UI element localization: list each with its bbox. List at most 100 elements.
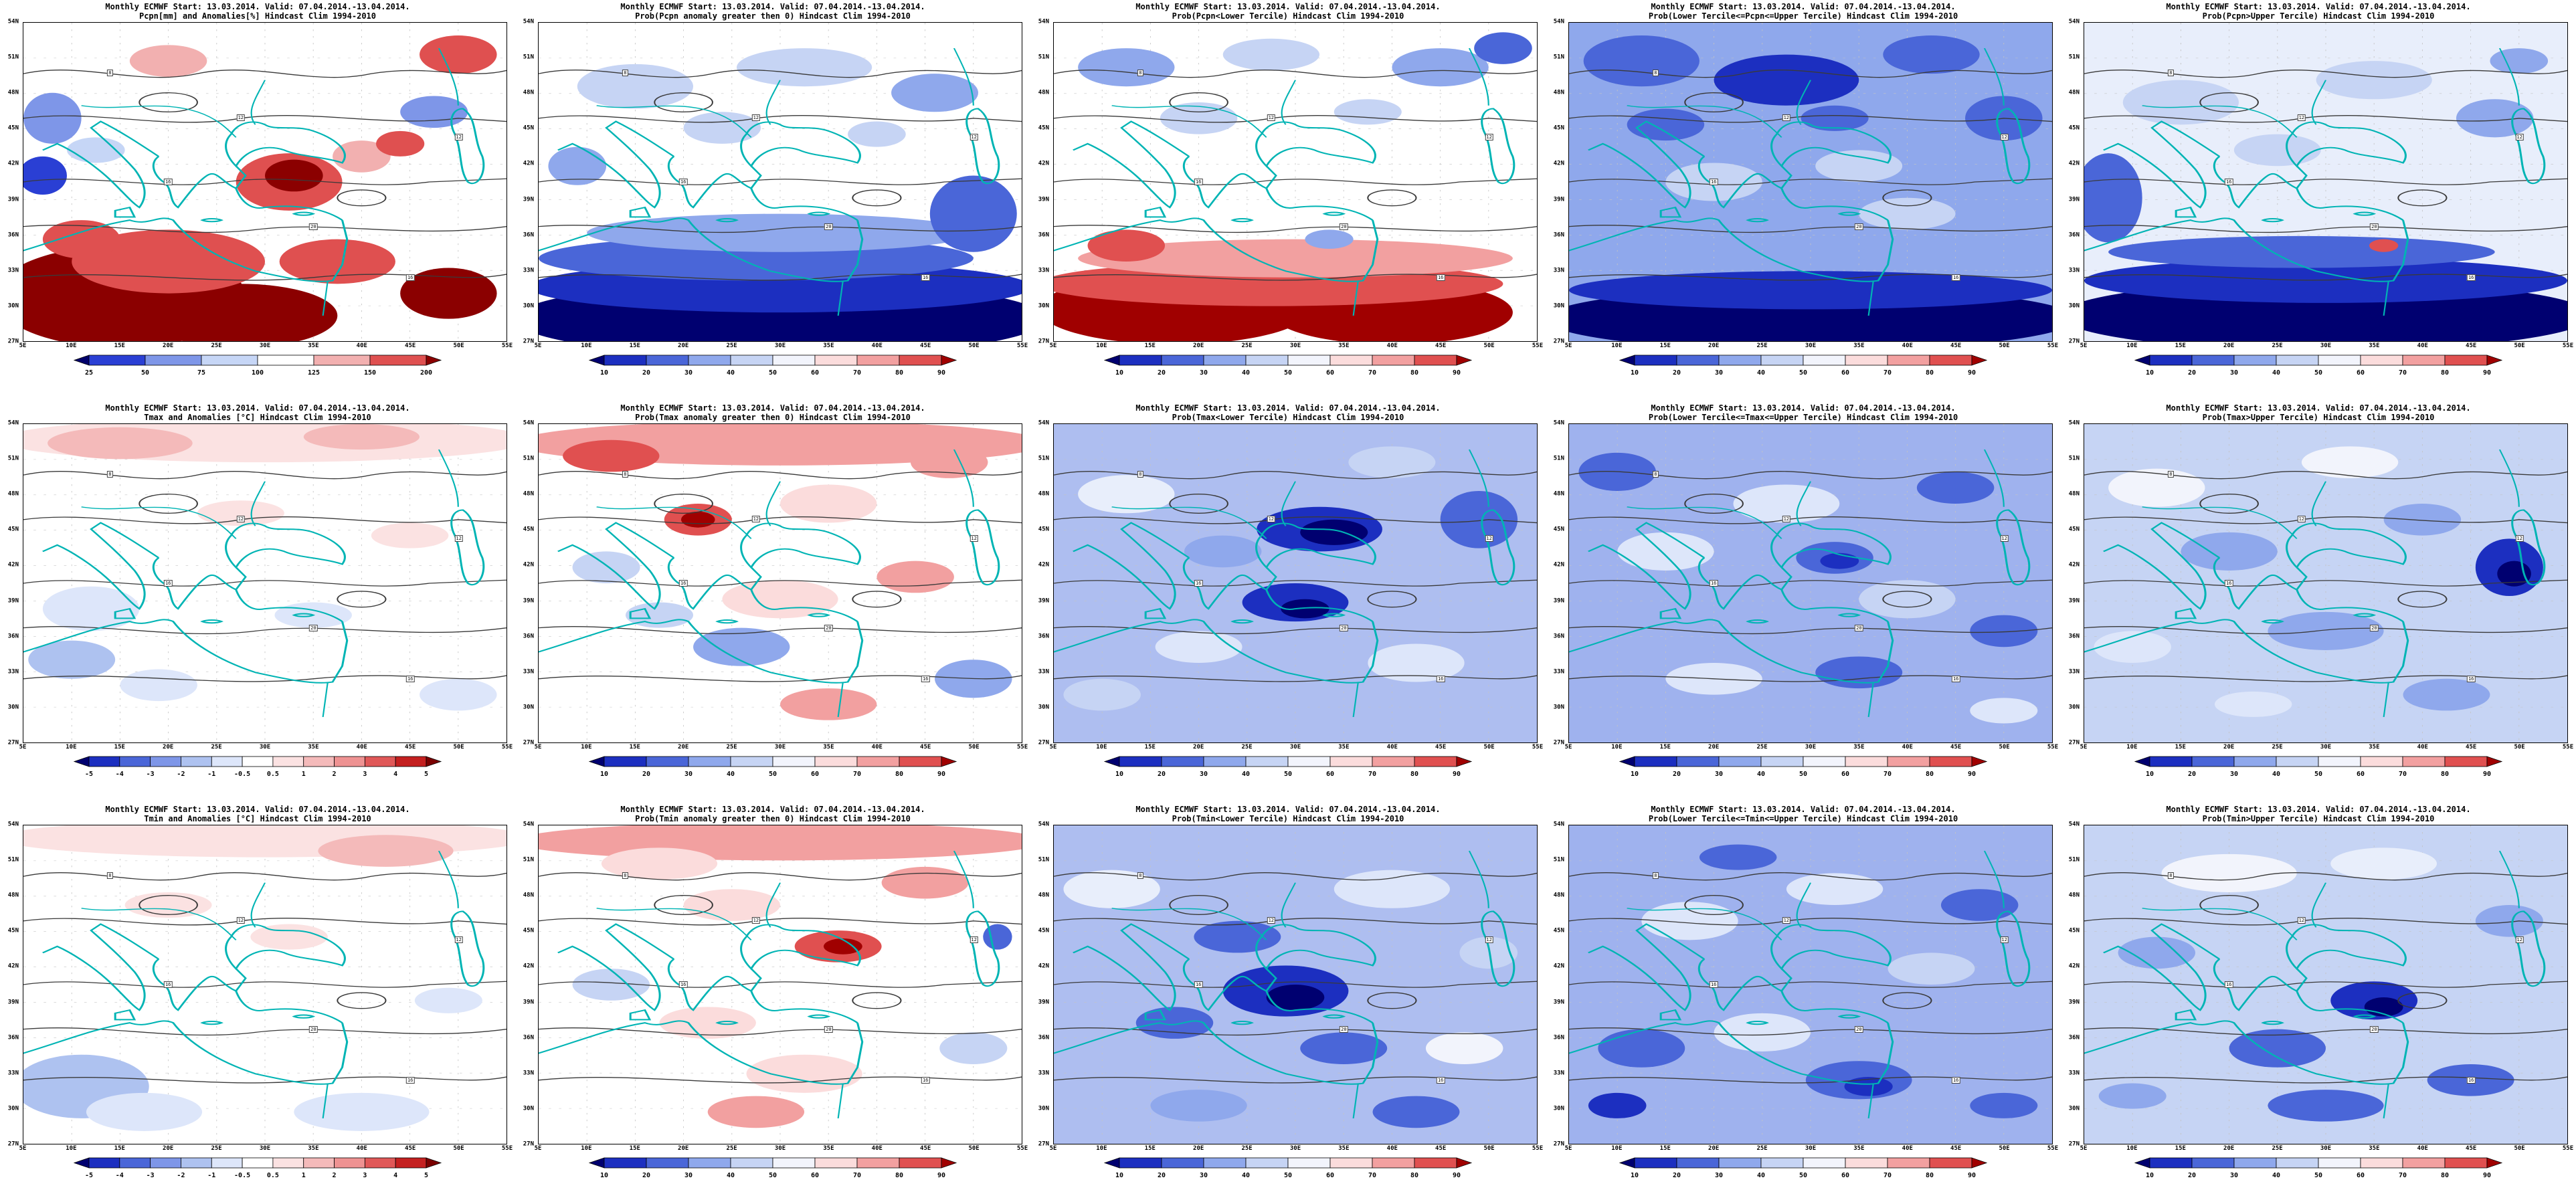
map-area: 54N 51N 48N 45N 42N 39N 36N 33N 30N 27N 8 12 16 20 16… <box>1554 420 2058 750</box>
colorbar-segment <box>1887 355 1930 366</box>
colorbar-svg: 10 20 30 40 50 60 70 80 90 <box>588 756 957 778</box>
lon-tick-label: 35E <box>308 342 319 349</box>
colorbar-segment <box>1161 756 1204 767</box>
colorbar-segment <box>730 355 773 366</box>
anomaly-blob <box>1474 32 1532 64</box>
colorbar-tick-label: 40 <box>727 771 735 778</box>
lat-tick-label: 33N <box>2068 668 2080 676</box>
coastline-path <box>1144 206 1167 218</box>
contour-path <box>654 895 713 915</box>
anomaly-blob <box>1859 197 1956 230</box>
colorbar-tick-label: 50 <box>1284 369 1292 377</box>
colorbar-tick-label: 60 <box>1326 369 1334 377</box>
contour-path <box>1569 274 2052 281</box>
coastline-path <box>114 206 136 218</box>
colorbar-tick-label: 70 <box>1883 771 1892 778</box>
lat-tick-label: 45N <box>7 526 19 533</box>
lon-tick-label: 30E <box>1805 342 1817 349</box>
lat-tick-label: 30N <box>523 302 534 310</box>
lon-tick-label: 5E <box>19 744 27 750</box>
colorbar-tick-label: 90 <box>2483 1172 2491 1179</box>
anomaly-blob <box>420 678 497 711</box>
lon-tick-label: 15E <box>629 744 640 750</box>
coastline-path <box>1746 1020 1769 1025</box>
colorbar-arrow-left <box>1103 355 1120 366</box>
lon-tick-label: 30E <box>1805 1145 1817 1152</box>
map-canvas <box>1568 825 2053 1144</box>
lat-tick-label: 51N <box>1553 856 1564 864</box>
map-canvas <box>2084 423 2568 743</box>
anomaly-blob <box>1714 1013 1811 1051</box>
latitude-axis: 54N 51N 48N 45N 42N 39N 36N 33N 30N 27N <box>1030 420 1052 746</box>
coastline-path <box>235 968 343 1023</box>
lat-tick-label: 27N <box>2068 338 2080 345</box>
anomaly-blob <box>2427 1064 2514 1096</box>
lon-tick-label: 55E <box>2047 1145 2059 1152</box>
contour-path <box>852 591 902 608</box>
coastline-path <box>1073 923 1190 1011</box>
lat-tick-label: 48N <box>7 89 19 96</box>
colorbar-svg: 10 20 30 40 50 60 70 80 90 <box>1103 355 1473 377</box>
colorbar-segment <box>1845 355 1888 366</box>
colorbar-segment <box>1245 1157 1289 1169</box>
contour-path <box>23 626 507 635</box>
colorbar-segment <box>1803 756 1846 767</box>
river-path <box>2142 506 2298 539</box>
contour-path <box>539 1076 1022 1084</box>
lon-tick-label: 35E <box>2369 1145 2380 1152</box>
anomaly-blob <box>2214 691 2292 717</box>
anomaly-blob <box>1078 48 1175 87</box>
coastline-path <box>42 923 160 1011</box>
map-area: 54N 51N 48N 45N 42N 39N 36N 33N 30N 27N 8 12 16 20 16… <box>523 19 1028 349</box>
colorbar-svg: 10 20 30 40 50 60 70 80 90 <box>2134 355 2503 377</box>
panel-subtitle: Prob(Tmax>Upper Tercile) Hindcast Clim 1… <box>2202 413 2435 422</box>
anomaly-blob <box>1583 35 1699 87</box>
anomaly-blob <box>877 561 954 593</box>
lon-tick-label: 25E <box>726 342 737 349</box>
latitude-axis: 54N 51N 48N 45N 42N 39N 36N 33N 30N 27N <box>1030 821 1052 1147</box>
lon-tick-label: 15E <box>2175 744 2186 750</box>
lon-tick-label: 35E <box>823 744 834 750</box>
lon-tick-label: 5E <box>1049 1145 1057 1152</box>
colorbar-segment <box>150 756 181 767</box>
anomaly-blob <box>1300 1032 1388 1064</box>
colorbar: 10 20 30 40 50 60 70 80 90 <box>2131 754 2506 781</box>
coastline-path <box>450 910 485 987</box>
colorbar-tick-label: 70 <box>853 369 861 377</box>
lon-tick-label: 5E <box>1049 342 1057 349</box>
lon-tick-label: 40E <box>1902 342 1913 349</box>
colorbar-segment <box>1718 1157 1762 1169</box>
colorbar-tick-label: 40 <box>1757 1172 1765 1179</box>
colorbar-tick-label: 4 <box>393 771 397 778</box>
lat-tick-label: 30N <box>2068 302 2080 310</box>
contour-path <box>539 626 1022 635</box>
river-path <box>1281 80 1297 125</box>
lat-tick-label: 54N <box>7 821 19 828</box>
lon-tick-label: 50E <box>1999 1145 2010 1152</box>
colorbar-tick-label: 40 <box>1242 369 1250 377</box>
anomaly-blob <box>780 484 877 523</box>
colorbar-tick-label: 30 <box>1200 369 1208 377</box>
coastline-path <box>1837 613 1861 617</box>
lon-tick-label: 30E <box>259 1145 271 1152</box>
colorbar-arrow-left <box>588 355 605 366</box>
map-svg <box>2084 23 2567 341</box>
anomaly-blob <box>683 112 761 144</box>
river-path <box>1796 80 1812 125</box>
lon-tick-label: 45E <box>405 342 416 349</box>
colorbar-tick-label: 80 <box>1926 771 1934 778</box>
lon-tick-label: 30E <box>2320 744 2332 750</box>
lat-tick-label: 39N <box>7 597 19 605</box>
anomaly-blob <box>1222 38 1320 71</box>
contour-path <box>2084 626 2567 635</box>
lat-tick-label: 45N <box>7 124 19 132</box>
contour-path <box>337 992 387 1009</box>
colorbar-segment <box>1203 355 1247 366</box>
coastline-path <box>1770 522 1892 569</box>
colorbar-tick-label: 80 <box>2441 369 2449 377</box>
anomaly-blob <box>1425 1032 1503 1064</box>
colorbar-segment <box>119 1157 151 1169</box>
lat-tick-label: 30N <box>1553 704 1564 711</box>
lat-tick-label: 30N <box>1553 1105 1564 1112</box>
colorbar-segment <box>334 756 365 767</box>
